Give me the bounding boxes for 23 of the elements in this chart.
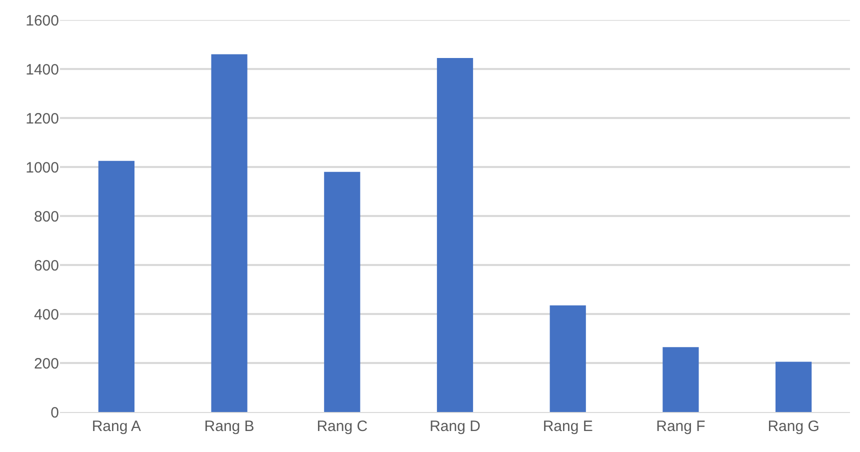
y-tick-label: 1600 [26,12,59,30]
y-tick-label: 200 [34,355,59,372]
bar [211,54,248,412]
x-tick-label: Rang A [92,418,142,435]
y-tick-label: 800 [34,208,59,226]
x-tick-label: Rang D [430,418,481,435]
x-tick-label: Rang E [542,418,593,435]
bar [98,160,134,412]
y-tick-label: 1200 [26,110,59,128]
y-tick-label: 600 [34,257,59,274]
x-tick-label: Rang B [204,418,254,435]
bar [662,347,699,412]
bar [436,58,474,412]
x-tick-label: Rang F [656,418,706,435]
y-tick-label: 1400 [26,61,59,78]
y-tick-label: 1000 [26,159,59,176]
x-tick-label: Rang C [316,418,368,435]
y-tick-label: 400 [34,306,59,324]
bar [550,305,586,412]
bar [324,172,360,412]
y-tick-label: 0 [50,404,59,422]
bar [776,362,812,412]
x-tick-label: Rang G [768,418,820,435]
